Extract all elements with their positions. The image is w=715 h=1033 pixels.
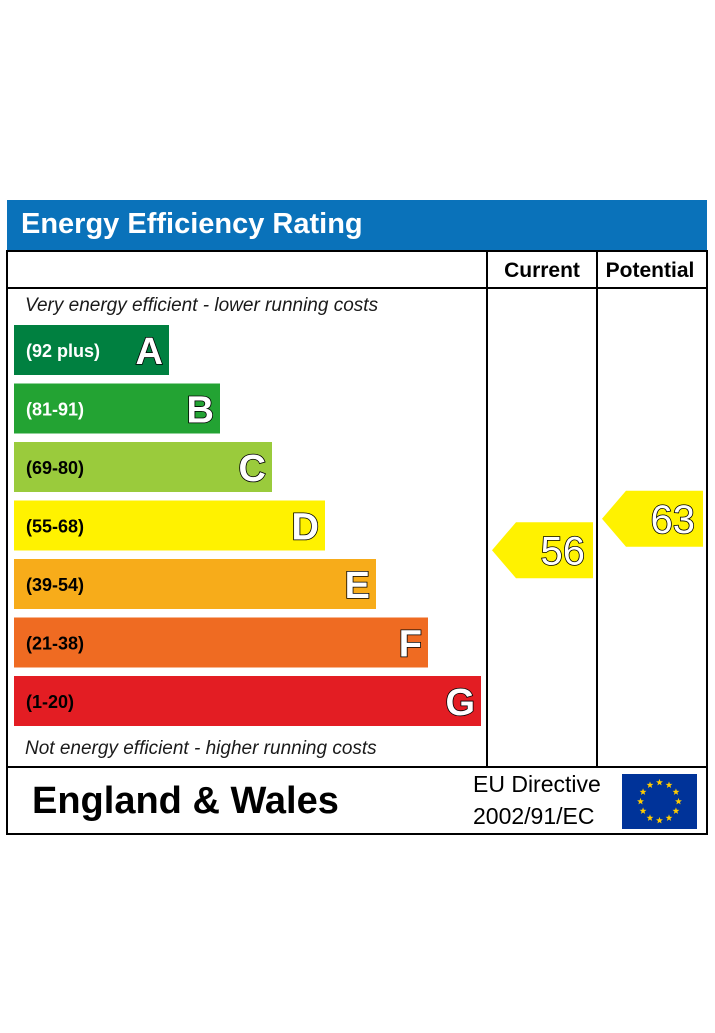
eu-star-icon [665,814,673,821]
bottom-note: Not energy efficient - higher running co… [25,738,377,759]
band-c-letter: C [239,448,266,490]
region-label: England & Wales [32,780,339,822]
eu-star-icon [672,788,680,795]
eu-star-icon [665,781,673,788]
top-note: Very energy efficient - lower running co… [25,295,379,316]
eu-star-icon [639,807,647,814]
current-arrow-shape [492,522,593,579]
potential-column-header: Potential [606,259,695,282]
band-b-range: (81-91) [26,400,84,420]
band-b-letter: B [187,390,214,432]
potential-rating-value: 63 [651,498,696,542]
band-c-bar [14,442,272,492]
potential-arrow-shape [602,490,703,547]
eu-flag-icon [622,774,697,829]
directive-line-2: 2002/91/EC [473,803,594,829]
band-e-letter: E [345,565,370,607]
band-e-range: (39-54) [26,575,84,595]
band-a-letter: A [136,331,163,373]
band-d-letter: D [292,507,319,549]
rating-bands: (92 plus) A (81-91) B (69-80) C (55-68) D (39-54… [14,325,481,726]
current-column-header: Current [504,259,580,282]
current-rating-arrow: 56 [492,522,593,579]
potential-rating-arrow: 63 [602,490,703,547]
header-bar [7,200,707,251]
eu-star-icon [637,797,644,805]
band-g-letter: G [445,682,475,724]
band-d-range: (55-68) [26,517,84,537]
eu-star-icon [675,797,682,805]
eu-star-icon [646,781,654,788]
band-g-range: (1-20) [26,692,74,712]
eu-star-icon [656,778,663,786]
band-a-range: (92 plus) [26,341,100,361]
eu-star-icon [639,788,647,795]
band-f-bar [14,617,428,668]
band-c-range: (69-80) [26,458,84,478]
chart-title: Energy Efficiency Rating [21,208,363,240]
band-a-bar [14,325,169,375]
eu-star-icon [656,816,663,824]
band-d-bar [14,500,325,551]
eu-star-icon [646,814,654,821]
band-e-bar [14,559,376,609]
band-g-bar [14,676,481,726]
band-b-bar [14,383,220,434]
band-f-range: (21-38) [26,634,84,654]
band-f-letter: F [399,624,422,666]
chart-frame [6,250,708,835]
eu-star-icon [672,807,680,814]
current-rating-value: 56 [541,529,586,573]
directive-line-1: EU Directive [473,771,601,797]
